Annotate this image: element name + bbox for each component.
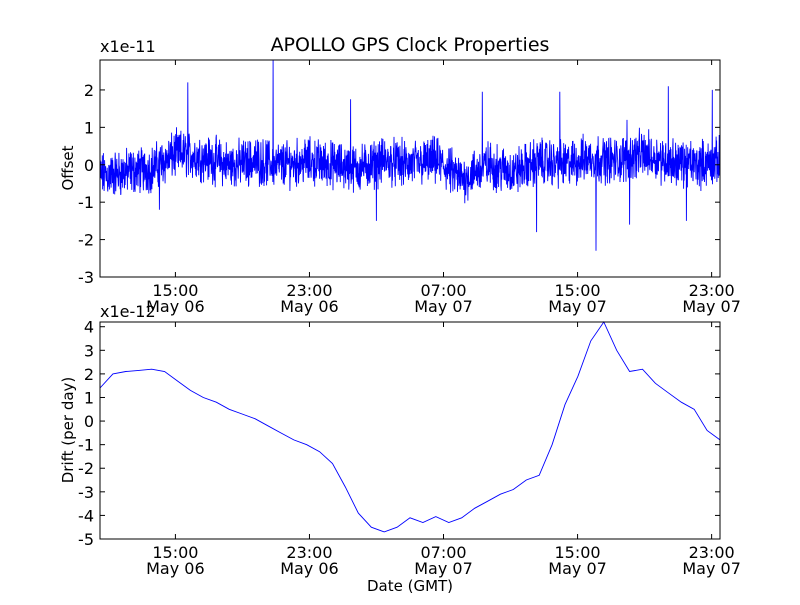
drift-xtick-date: May 07 <box>548 559 607 578</box>
chart-title: APOLLO GPS Clock Properties <box>271 34 550 56</box>
drift-xtick-time: 07:00 <box>420 543 466 562</box>
drift-ytick-label: -3 <box>78 483 94 502</box>
drift-y-ticks: 4 3 2 1 0 -1 -2 -3 -4 -5 <box>78 318 720 549</box>
drift-xtick-time: 15:00 <box>555 543 601 562</box>
offset-xtick-time: 23:00 <box>689 281 735 300</box>
drift-ytick-label: 2 <box>84 365 94 384</box>
offset-xtick-date: May 06 <box>146 297 205 316</box>
drift-plot-frame <box>99 321 721 540</box>
offset-y-label: Offset <box>59 145 77 190</box>
drift-xtick-date: May 06 <box>280 559 339 578</box>
offset-ytick-label: 0 <box>84 156 94 175</box>
drift-y-label: Drift (per day) <box>59 377 77 484</box>
x-axis-label: Date (GMT) <box>367 577 453 595</box>
drift-ytick-label: -2 <box>78 459 94 478</box>
drift-ytick-label: 3 <box>84 341 94 360</box>
drift-xtick-time: 23:00 <box>286 543 332 562</box>
drift-xtick-time: 23:00 <box>689 543 735 562</box>
offset-xtick-date: May 06 <box>280 297 339 316</box>
offset-ytick-label: -3 <box>78 268 94 287</box>
drift-xtick-date: May 07 <box>414 559 473 578</box>
drift-ytick-label: 4 <box>84 318 94 337</box>
drift-plot <box>99 321 721 533</box>
offset-ytick-label: 2 <box>84 81 94 100</box>
offset-xtick-time: 15:00 <box>555 281 601 300</box>
offset-ytick-label: -1 <box>78 193 94 212</box>
drift-ytick-label: 0 <box>84 412 94 431</box>
drift-xtick-date: May 06 <box>146 559 205 578</box>
offset-ytick-label: -2 <box>78 231 94 250</box>
offset-plot-frame <box>99 59 721 278</box>
offset-xtick-date: May 07 <box>414 297 473 316</box>
drift-ytick-label: -5 <box>78 530 94 549</box>
drift-ytick-label: -4 <box>78 506 94 525</box>
offset-xtick-date: May 07 <box>548 297 607 316</box>
drift-series-line <box>99 321 721 533</box>
offset-plot <box>99 59 721 251</box>
drift-xtick-date: May 07 <box>682 559 741 578</box>
offset-y-ticks: 2 1 0 -1 -2 -3 <box>78 81 720 287</box>
offset-xtick-time: 15:00 <box>152 281 198 300</box>
offset-xtick-date: May 07 <box>682 297 741 316</box>
offset-ytick-label: 1 <box>84 118 94 137</box>
offset-xtick-time: 23:00 <box>286 281 332 300</box>
bottom-y-multiplier: x1e-12 <box>100 302 156 321</box>
top-y-multiplier: x1e-11 <box>100 37 156 56</box>
drift-xtick-time: 15:00 <box>152 543 198 562</box>
drift-ytick-label: 1 <box>84 388 94 407</box>
drift-ytick-label: -1 <box>78 436 94 455</box>
offset-series-line <box>99 59 721 251</box>
offset-xtick-time: 07:00 <box>420 281 466 300</box>
